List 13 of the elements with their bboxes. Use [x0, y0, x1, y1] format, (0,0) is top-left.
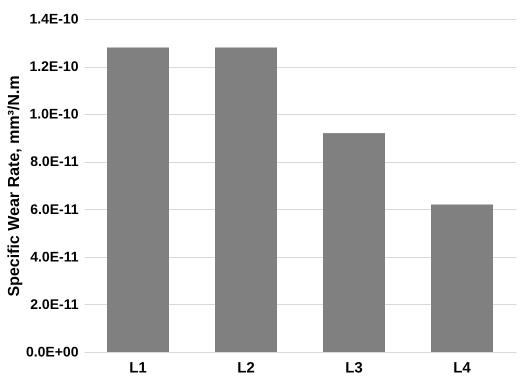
x-tick-label: L2: [237, 360, 255, 376]
y-tick-label: 8.0E-11: [30, 153, 79, 170]
x-tick-label: L1: [129, 360, 147, 376]
y-axis-title: Specific Wear Rate, mm³/N.m: [6, 75, 23, 297]
y-tick-label: 1.2E-10: [29, 58, 79, 74]
y-tick-label: 1.0E-10: [29, 106, 79, 122]
y-tick-label: 1.4E-10: [29, 10, 79, 26]
x-tick-label: L4: [453, 360, 472, 376]
y-tick-label: 6.0E-11: [30, 200, 79, 217]
y-tick-label: 4.0E-11: [30, 248, 79, 264]
y-tick-label: 0.0E+00: [26, 344, 79, 360]
y-tick-label: 2.0E-11: [30, 296, 79, 312]
x-tick-label: L3: [345, 360, 363, 376]
